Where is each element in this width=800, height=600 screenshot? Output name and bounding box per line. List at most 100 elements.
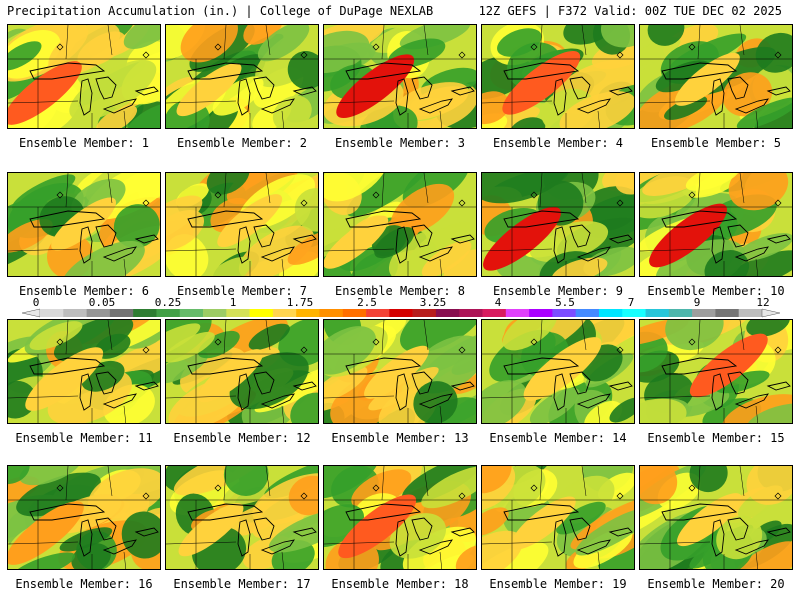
precip-maximum xyxy=(197,349,263,403)
colorbar-swatch xyxy=(575,309,600,317)
precip-contour xyxy=(268,508,318,553)
precip-contour xyxy=(71,543,111,569)
precip-contour xyxy=(166,331,215,363)
boundary-line xyxy=(166,541,237,545)
boundary-line xyxy=(697,466,701,501)
boundary-line xyxy=(739,320,745,351)
lake-outline xyxy=(253,517,275,541)
lake-outline xyxy=(95,517,117,541)
lake-outline xyxy=(608,234,633,244)
lake-outline xyxy=(95,371,117,395)
lake-outline xyxy=(187,62,264,80)
colorbar-swatch xyxy=(645,309,670,317)
lake-outline xyxy=(503,503,580,521)
precip-contour xyxy=(223,466,269,496)
precip-map-6 xyxy=(8,173,160,276)
precip-contour xyxy=(609,397,634,423)
colorbar-swatch xyxy=(40,309,64,317)
ensemble-panel-7 xyxy=(165,172,319,277)
precip-contour xyxy=(374,227,415,259)
precip-contour xyxy=(59,527,113,552)
station-marker xyxy=(688,43,696,51)
station-marker xyxy=(142,199,150,207)
lake-outline xyxy=(29,210,106,228)
lake-outline xyxy=(345,357,422,375)
boundary-line xyxy=(8,395,79,399)
station-marker xyxy=(142,51,150,59)
precip-contour xyxy=(409,86,469,117)
lake-outline xyxy=(345,210,422,228)
lake-outline xyxy=(345,62,422,80)
boundary-line xyxy=(223,320,227,355)
boundary-line xyxy=(640,100,711,104)
precip-contour xyxy=(351,252,398,276)
colorbar-swatch xyxy=(622,309,646,317)
boundary-line xyxy=(423,25,429,56)
colorbar-swatch xyxy=(692,309,716,317)
station-marker xyxy=(530,191,538,199)
station-marker xyxy=(300,51,308,59)
panel-label: Ensemble Member: 12 xyxy=(173,431,311,445)
boundary-line xyxy=(439,258,443,276)
precip-contour xyxy=(640,466,678,505)
precip-contour xyxy=(346,173,432,217)
precip-contour xyxy=(166,195,203,244)
precip-maximum xyxy=(324,215,389,269)
boundary-line xyxy=(123,258,127,276)
precip-map-1 xyxy=(8,25,160,128)
lake-outline xyxy=(734,246,769,262)
precip-map-8 xyxy=(324,173,476,276)
lake-outline xyxy=(766,527,791,537)
boundary-line xyxy=(381,25,385,60)
station-marker xyxy=(300,492,308,500)
precip-contour xyxy=(482,466,512,494)
precip-maximum xyxy=(676,493,742,547)
boundary-line xyxy=(597,258,601,276)
precip-contour xyxy=(294,188,318,232)
precip-map-12 xyxy=(166,320,318,423)
boundary-line xyxy=(581,25,587,56)
precip-contour xyxy=(8,41,42,71)
precip-map-3 xyxy=(324,25,476,128)
lake-outline xyxy=(576,393,611,409)
precip-contour xyxy=(48,25,121,76)
precip-contour xyxy=(647,25,685,46)
boundary-line xyxy=(166,395,237,399)
precip-contour xyxy=(736,97,792,128)
ensemble-panel-12 xyxy=(165,319,319,424)
precip-maximum xyxy=(364,345,429,399)
colorbar-swatch xyxy=(133,309,157,317)
station-marker xyxy=(56,484,64,492)
boundary-line xyxy=(755,405,759,423)
lake-outline xyxy=(553,373,567,411)
lake-outline xyxy=(766,86,791,96)
lake-outline xyxy=(576,246,611,262)
panel-label: Ensemble Member: 18 xyxy=(331,577,469,591)
lake-outline xyxy=(727,517,749,541)
precip-contour xyxy=(451,342,476,375)
lake-outline xyxy=(503,62,580,80)
boundary-line xyxy=(755,551,759,569)
lake-outline xyxy=(711,519,725,557)
ensemble-panel-17 xyxy=(165,465,319,570)
panel-label: Ensemble Member: 10 xyxy=(647,284,785,298)
precip-maximum xyxy=(51,197,117,251)
colorbar-swatch xyxy=(668,309,693,317)
precip-map-13 xyxy=(324,320,476,423)
ensemble-panel-14 xyxy=(481,319,635,424)
lake-outline xyxy=(569,517,591,541)
colorbar-tick-label: 5.5 xyxy=(555,296,575,309)
boundary-line xyxy=(640,248,711,252)
lake-outline xyxy=(29,357,106,375)
colorbar-swatch xyxy=(203,309,227,317)
lake-outline xyxy=(95,76,117,100)
precip-contour xyxy=(421,240,472,276)
ensemble-panel-3 xyxy=(323,24,477,129)
lake-outline xyxy=(237,226,251,264)
precip-maximum xyxy=(8,501,84,565)
lake-outline xyxy=(237,373,251,411)
panel-label: Ensemble Member: 2 xyxy=(176,136,308,150)
panel-label: Ensemble Member: 9 xyxy=(492,284,624,298)
colorbar-swatch xyxy=(179,309,204,317)
precip-map-15 xyxy=(640,320,792,423)
